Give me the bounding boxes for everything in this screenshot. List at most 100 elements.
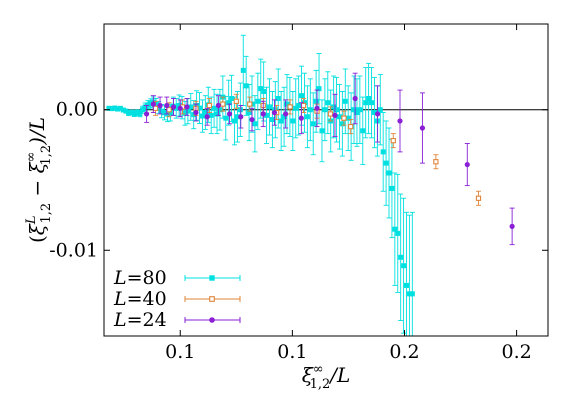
data-point — [266, 104, 272, 110]
data-point — [232, 118, 238, 124]
legend-label: L=40 — [113, 288, 167, 310]
data-point — [386, 170, 392, 176]
series-layer — [106, 34, 515, 336]
data-point — [351, 107, 357, 113]
data-point — [150, 101, 156, 107]
data-point — [209, 275, 215, 281]
data-point — [419, 125, 426, 131]
data-point — [334, 107, 340, 113]
data-point — [298, 115, 304, 121]
data-point — [310, 121, 316, 127]
y-axis-ticks: 0.00 -0.01 — [49, 99, 548, 261]
x-tick-label: 0.2 — [389, 341, 419, 363]
data-point — [390, 137, 396, 144]
data-point — [152, 105, 159, 111]
data-point — [409, 291, 415, 297]
data-point — [509, 223, 515, 229]
legend-label: L=80 — [113, 267, 167, 289]
data-point — [211, 105, 217, 111]
data-point — [316, 86, 322, 92]
data-point — [322, 107, 328, 113]
data-point — [177, 105, 183, 111]
data-point — [204, 114, 210, 120]
data-point — [401, 263, 407, 269]
x-axis-title: ξ∞ 1,2/L — [302, 362, 351, 392]
data-point — [342, 98, 348, 104]
data-point — [383, 160, 389, 166]
data-point — [215, 102, 221, 109]
data-point — [397, 118, 403, 124]
plot-area: 0.1 0.1 0.2 0.2 0.00 -0.01 — [49, 23, 549, 363]
data-point — [287, 104, 293, 110]
data-point — [214, 111, 220, 117]
data-point — [336, 114, 342, 120]
data-point — [184, 104, 190, 110]
data-point — [247, 101, 253, 107]
data-point — [314, 105, 320, 111]
data-point — [166, 107, 172, 113]
data-point — [327, 111, 334, 117]
data-point — [240, 67, 246, 73]
x-axis-ticks: 0.1 0.1 0.2 0.2 — [165, 24, 532, 363]
data-point — [293, 105, 299, 111]
data-point — [392, 226, 398, 232]
data-point — [164, 102, 170, 109]
data-point — [140, 107, 146, 113]
data-point — [380, 149, 386, 155]
data-point — [395, 230, 401, 236]
data-point — [255, 98, 261, 104]
data-point — [243, 83, 249, 89]
y-axis-title: (ξL1,2 − ξ∞1,2)/L — [24, 117, 54, 243]
data-point — [360, 128, 366, 134]
data-point — [233, 98, 239, 104]
data-point — [475, 195, 482, 201]
data-point — [226, 111, 233, 117]
data-point — [398, 254, 404, 260]
data-point — [260, 111, 266, 117]
data-point — [369, 100, 375, 106]
data-point — [363, 100, 369, 106]
data-point — [307, 107, 313, 113]
data-point — [313, 98, 319, 104]
data-point — [252, 121, 258, 127]
data-point — [226, 100, 232, 106]
data-point — [339, 121, 345, 127]
data-point — [249, 116, 255, 123]
data-point — [209, 317, 215, 323]
data-point — [300, 102, 307, 109]
data-point — [332, 112, 338, 118]
data-point — [319, 128, 325, 134]
data-point — [275, 95, 281, 101]
x-tick-label: 0.1 — [165, 341, 195, 363]
legend-label: L=24 — [113, 309, 167, 331]
data-point — [199, 113, 205, 119]
data-point — [374, 111, 381, 117]
series-24 — [144, 72, 515, 246]
data-point — [325, 100, 331, 106]
data-point — [193, 109, 199, 116]
series-80 — [106, 34, 415, 336]
data-point — [238, 114, 244, 120]
data-point — [258, 86, 264, 92]
data-point — [170, 104, 177, 110]
legend: L=80L=40L=24 — [113, 267, 241, 331]
data-point — [299, 93, 305, 99]
data-point — [357, 107, 363, 113]
data-point — [220, 101, 226, 107]
data-point — [464, 161, 470, 168]
data-point — [433, 159, 439, 165]
x-tick-label: 0.2 — [501, 341, 531, 363]
data-point — [223, 115, 229, 121]
y-tick-label: -0.01 — [49, 239, 98, 261]
data-point — [246, 110, 252, 116]
data-point — [271, 109, 278, 116]
plot-frame — [103, 23, 549, 337]
data-point — [389, 185, 395, 191]
data-point — [304, 114, 310, 120]
data-point — [217, 107, 223, 113]
data-point — [206, 102, 213, 109]
data-point — [229, 95, 235, 101]
data-point — [157, 102, 163, 109]
